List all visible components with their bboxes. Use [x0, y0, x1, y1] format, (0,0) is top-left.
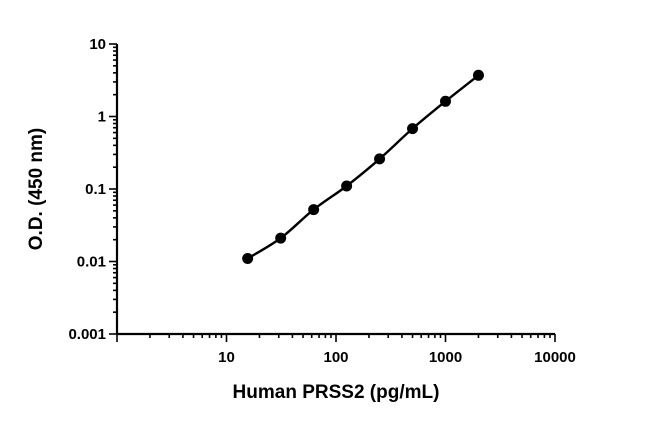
data-point — [308, 204, 320, 216]
y-tick-label: 0.01 — [77, 254, 106, 271]
x-tick-label: 10000 — [534, 349, 576, 366]
y-tick-label: 10 — [89, 36, 106, 53]
data-points — [242, 69, 484, 264]
x-axis-ticks: 10 100 1000 10000 — [116, 334, 576, 366]
x-tick-label: 1000 — [429, 349, 462, 366]
y-tick-label: 0.001 — [68, 326, 106, 343]
y-axis-ticks: 0.001 0.01 0.1 1 10 — [68, 36, 117, 343]
data-point — [472, 69, 484, 81]
data-point — [440, 95, 451, 107]
data-point — [407, 123, 419, 135]
data-point — [374, 153, 386, 165]
data-point — [242, 252, 254, 264]
x-tick-label: 100 — [323, 349, 348, 366]
y-tick-label: 0.1 — [85, 181, 106, 198]
axes — [115, 44, 555, 336]
y-tick-label: 1 — [98, 109, 106, 126]
x-tick-label: 10 — [218, 349, 235, 366]
data-point — [275, 232, 287, 244]
y-axis-title: O.D. (450 nm) — [26, 128, 47, 250]
x-axis-title: Human PRSS2 (pg/mL) — [233, 382, 440, 403]
data-point — [341, 180, 353, 192]
